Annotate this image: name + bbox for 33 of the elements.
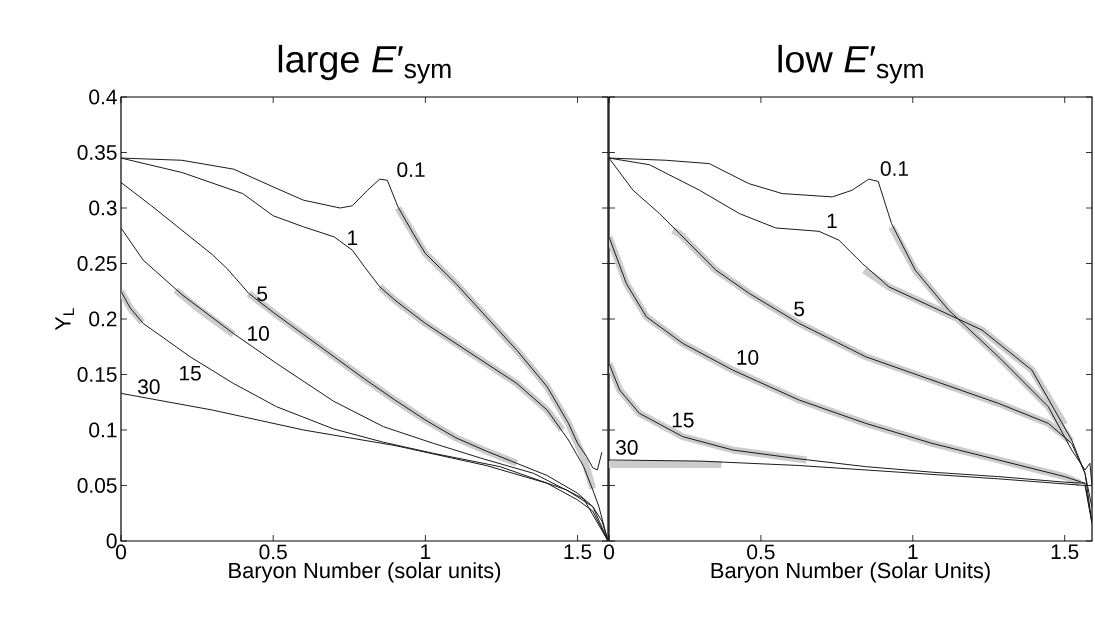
y-tick-label: 0.15 bbox=[77, 367, 117, 382]
y-tick-label: 0 bbox=[106, 533, 117, 549]
y-tick-label: 0.2 bbox=[89, 311, 117, 327]
y-axis-title: Y$_{L}$ bbox=[55, 308, 74, 331]
y-tick-label: 0.05 bbox=[77, 478, 117, 493]
x-tick-label: 1.5 bbox=[564, 544, 592, 560]
series-label: 0.1 bbox=[880, 161, 908, 176]
y-tick-label: 0.4 bbox=[89, 89, 117, 105]
y-tick-label: 0.3 bbox=[89, 200, 117, 216]
x-axis-title: Baryon Number (solar units) bbox=[229, 562, 501, 583]
series-label: 30 bbox=[616, 439, 638, 455]
x-tick-label: 0 bbox=[604, 544, 614, 560]
series-label: 30 bbox=[138, 379, 160, 395]
series-label: 1 bbox=[348, 230, 358, 245]
series-label: 1 bbox=[827, 213, 837, 229]
x-tick-label: 0.5 bbox=[259, 544, 287, 560]
chart-title: large E′$_{sym}$ bbox=[278, 44, 451, 84]
x-tick-label: 1 bbox=[421, 544, 431, 559]
series-label: 15 bbox=[672, 412, 694, 428]
series-label: 10 bbox=[737, 350, 759, 365]
x-tick-label: 0.5 bbox=[747, 544, 775, 560]
chart-title: low E′$_{sym}$ bbox=[778, 44, 923, 84]
y-tick-label: 0.25 bbox=[77, 256, 117, 271]
series-label: 0.1 bbox=[397, 162, 425, 178]
y-tick-label: 0.1 bbox=[89, 422, 117, 438]
series-label: 10 bbox=[248, 326, 269, 341]
y-tick-label: 0.35 bbox=[77, 145, 117, 160]
series-label: 5 bbox=[257, 286, 268, 302]
x-axis-title: Baryon Number (Solar Units) bbox=[711, 562, 990, 583]
series-label: 5 bbox=[794, 301, 805, 317]
series-label: 15 bbox=[180, 365, 201, 381]
x-tick-label: 1 bbox=[908, 544, 918, 559]
x-tick-label: 1.5 bbox=[1051, 544, 1079, 560]
